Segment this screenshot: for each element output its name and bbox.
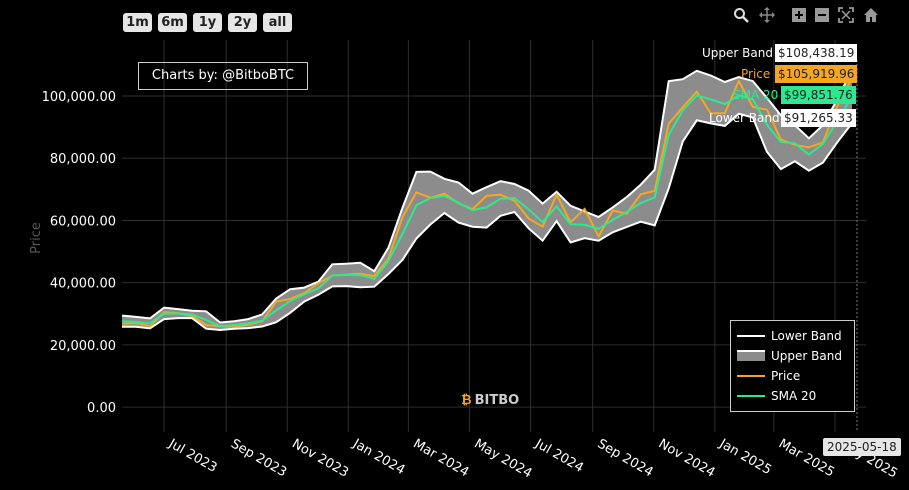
upper-band-line — [121, 69, 853, 324]
hover-label-lower-band: Lower Band — [709, 111, 780, 125]
legend-label-lower-band: Lower Band — [771, 329, 842, 343]
x-tick-label: Sep 2023 — [228, 436, 289, 480]
chart-credit: Charts by: @BitboBTC — [138, 62, 308, 90]
modebar — [733, 7, 883, 25]
range-button-all[interactable]: all — [263, 13, 292, 32]
chart-legend: Lower Band Upper Band Price SMA 20 — [730, 320, 855, 412]
hover-value-sma-20: $99,851.76 — [781, 86, 856, 104]
legend-label-sma-20: SMA 20 — [771, 389, 817, 403]
y-tick-label: 80,000.00 — [50, 152, 116, 167]
legend-swatch-sma-20 — [737, 395, 765, 397]
zoom-out-icon[interactable] — [814, 7, 830, 23]
hover-label-price: Price — [741, 67, 771, 81]
y-axis-title: Price — [29, 222, 44, 254]
autoscale-icon[interactable] — [838, 7, 854, 23]
zoom-icon[interactable] — [733, 7, 749, 23]
y-tick-label: 0.00 — [87, 401, 116, 416]
hover-value-price: $105,919.96 — [775, 65, 858, 83]
x-tick-label: Jan 2024 — [349, 436, 407, 478]
x-tick-label: Jul 2024 — [532, 436, 586, 476]
hover-label-sma-20: SMA 20 — [733, 88, 779, 102]
zoom-in-icon[interactable] — [791, 7, 807, 23]
bitbo-logo-icon: ₿ — [461, 393, 472, 408]
x-tick-label: Jan 2025 — [716, 436, 774, 478]
y-axis-ticks: 0.00 20,000.00 40,000.00 60,000.00 80,000.00… — [42, 90, 116, 416]
x-tick-label: Mar 2024 — [410, 436, 471, 480]
bitbo-watermark: ₿ BITBO — [461, 392, 519, 408]
legend-swatch-lower-band — [737, 335, 765, 337]
x-tick-label: May 2024 — [471, 436, 534, 481]
x-tick-label: Jul 2023 — [165, 436, 219, 476]
y-tick-label: 20,000.00 — [50, 339, 116, 354]
x-tick-label: Nov 2023 — [289, 436, 351, 480]
range-button-6m[interactable]: 6m — [158, 13, 187, 32]
y-tick-label: 40,000.00 — [50, 277, 116, 292]
price-line — [121, 77, 853, 328]
y-tick-label: 100,000.00 — [42, 90, 116, 105]
hover-value-lower-band: $91,265.33 — [781, 109, 856, 127]
legend-swatch-price — [737, 375, 765, 377]
range-button-2y[interactable]: 2y — [228, 13, 257, 32]
pan-icon[interactable] — [759, 7, 775, 23]
home-icon[interactable] — [863, 7, 879, 23]
sma-20-line — [121, 94, 853, 328]
y-tick-label: 60,000.00 — [50, 214, 116, 229]
legend-swatch-upper-band — [737, 350, 765, 361]
x-axis-ticks: Jul 2023 Sep 2023 Nov 2023 Jan 2024 Mar 2024… — [165, 436, 900, 482]
watermark-text: BITBO — [474, 393, 520, 408]
x-tick-label: Nov 2024 — [656, 436, 718, 480]
lower-band-line — [122, 112, 853, 332]
hover-value-upper-band: $108,438.19 — [775, 44, 858, 62]
legend-label-price: Price — [771, 369, 801, 383]
range-button-1y[interactable]: 1y — [193, 13, 222, 32]
legend-label-upper-band: Upper Band — [771, 349, 842, 363]
hover-date-label: 2025-05-18 — [823, 438, 901, 456]
x-tick-label: Sep 2024 — [595, 436, 656, 480]
hover-label-upper-band: Upper Band — [702, 46, 773, 60]
range-button-1m[interactable]: 1m — [123, 13, 152, 32]
